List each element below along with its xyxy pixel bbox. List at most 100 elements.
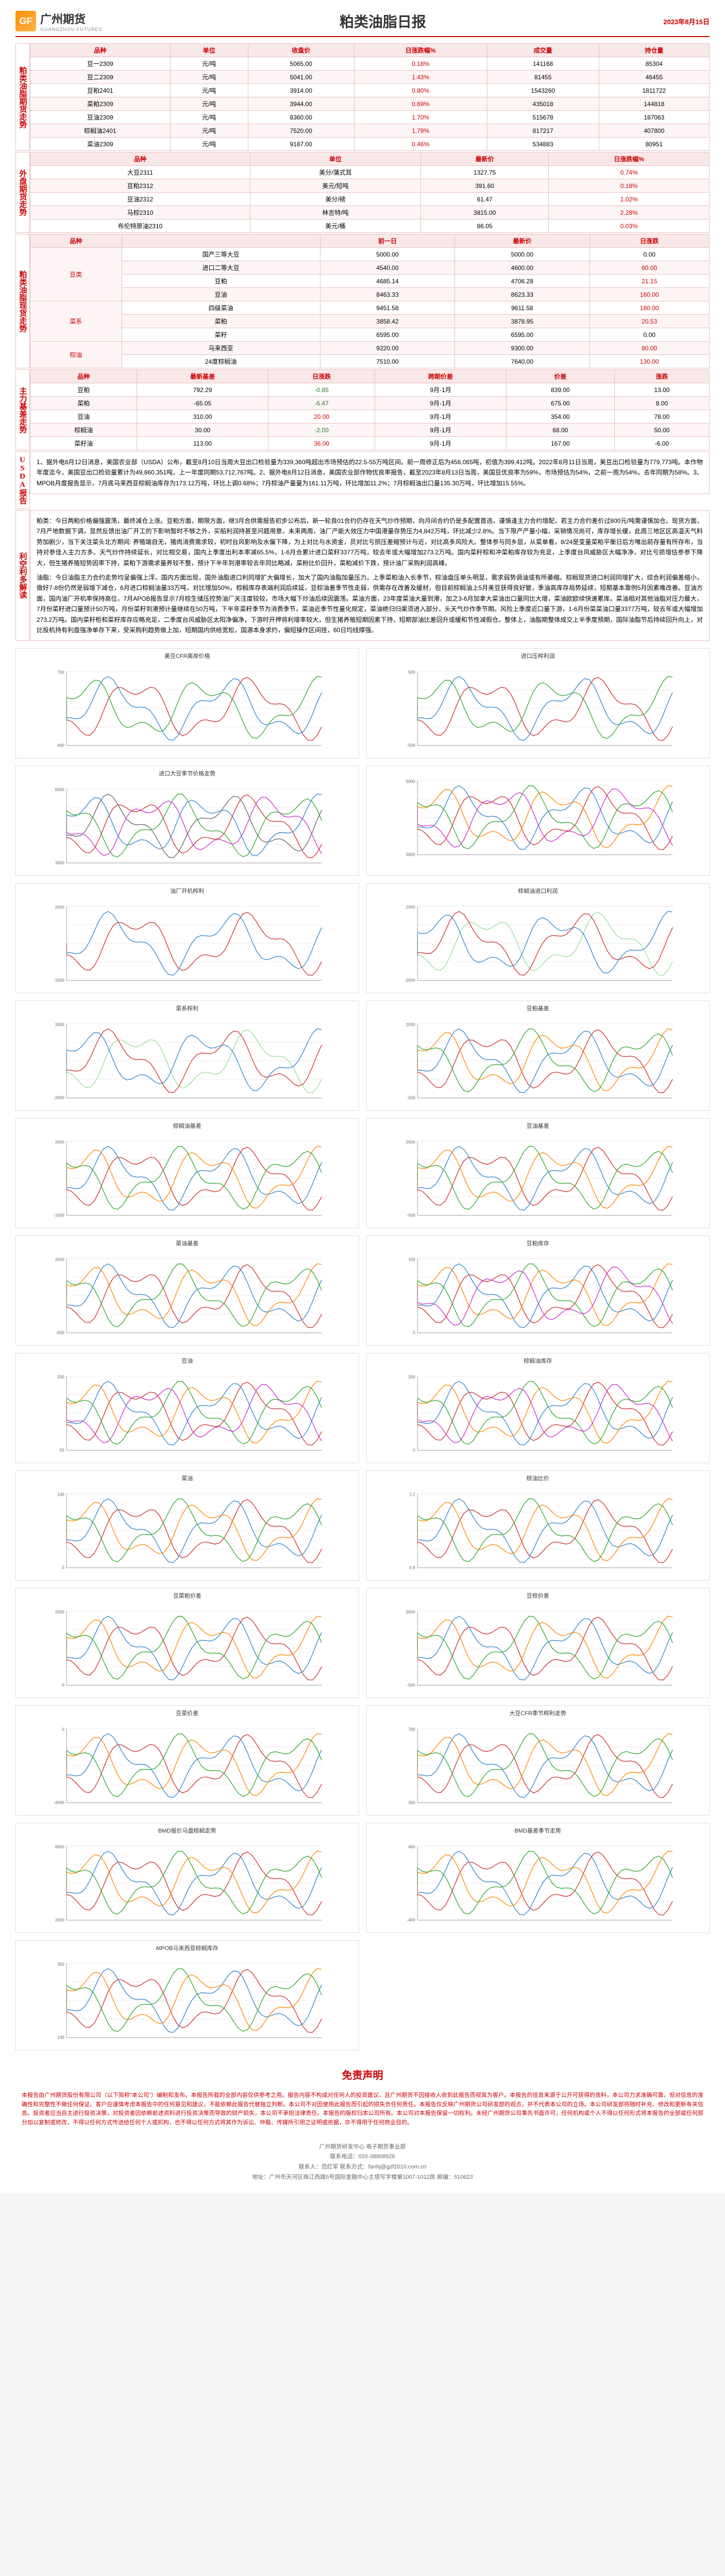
chart-title: BMD基差季节走势 (370, 1826, 706, 1835)
svg-text:6000: 6000 (55, 788, 64, 792)
table-cell: -2.00 (268, 423, 375, 437)
table-row: 豆粕2312美元/短吨391.600.18% (30, 179, 710, 193)
chart-box: BMD报价马盘棕榈走势20008000 (15, 1823, 359, 1933)
chart-svg: -5002500 (370, 1132, 706, 1225)
disclaimer-title: 免责声明 (15, 2067, 710, 2082)
footer-line2: 联系电话：020-38908926 (15, 2152, 710, 2162)
table-header: 品种 (30, 44, 171, 57)
table-cell: 国产三等大豆 (122, 248, 320, 261)
svg-text:2000: 2000 (406, 1023, 415, 1027)
table-cell: 4685.14 (320, 275, 454, 288)
svg-text:8000: 8000 (55, 1845, 64, 1850)
chart-box: 豆油基差-5002500 (366, 1118, 710, 1228)
page-title: 粕类油脂日报 (340, 11, 426, 31)
chart-box: MPOB马来西亚棕榈库存100350 (15, 1940, 359, 2050)
table-cell: 167.00 (506, 437, 614, 450)
svg-text:50: 50 (60, 1448, 64, 1453)
footer-line1: 广州期货研发中心 电子期货事业部 (15, 2142, 710, 2153)
chart-title: 菜系榨利 (19, 1004, 356, 1012)
logo-mark: GF (15, 11, 36, 31)
svg-text:3000: 3000 (55, 861, 64, 866)
table-cell: 1.70% (354, 111, 487, 124)
table-cell: 68.00 (506, 423, 614, 437)
analysis-p1: 粕类：今日两粕价格偏强震荡，最终减仓上涨。豆粕方面，期限方面，继3月合供需报告初… (37, 516, 703, 568)
table-cell: 187063 (599, 111, 709, 124)
chart-svg: 3000 6000 (19, 779, 356, 872)
footer-line3: 联系人：范红军 联系方式：fanhj@gzf2010.com.cn (15, 2162, 710, 2173)
table-cell: 大豆2311 (30, 166, 250, 179)
table-cell: 81455 (487, 71, 599, 84)
svg-text:300: 300 (408, 1801, 415, 1805)
page-root: GF 广州期货 GUANGZHOU FUTURES 粕类油脂日报 2023年8月… (0, 0, 725, 2193)
svg-text:150: 150 (408, 1258, 415, 1262)
table-cell: 78.00 (614, 410, 709, 423)
table-cell: 9611.58 (455, 301, 589, 315)
table-row: 菜粕-65.05-6.479月-1月675.008.00 (30, 397, 710, 410)
table-row: 豆粕792.29-0.859月-1月839.0013.00 (30, 383, 710, 397)
chart-title: 豆粕库存 (370, 1239, 706, 1247)
svg-text:-2000: -2000 (54, 1096, 64, 1100)
chart-svg: -10002000 (19, 1132, 356, 1225)
table-row: 马棕2310林吉特/吨3815.002.28% (30, 206, 710, 219)
table-row: 菜系四级菜油9451.589611.58160.00 (30, 301, 710, 315)
svg-text:350: 350 (57, 1962, 64, 1967)
usda-text: 1、据外电8月12日消息，美国农业部（USDA）公布，截至8月10日当周大豆出口… (30, 451, 710, 494)
chart-title: 大豆CFR季节榨利走势 (370, 1709, 706, 1717)
group-label: 豆类 (30, 248, 122, 301)
table-row: 菜粕3858.423878.9520.53 (30, 315, 710, 328)
chart-svg: -400 400 (370, 1837, 706, 1929)
table-cell: 9月-1月 (375, 410, 506, 423)
table-cell: 马棕2310 (30, 206, 250, 219)
table-cell: 美分/磅 (250, 193, 420, 206)
table-cell: 60.00 (589, 261, 709, 275)
table-cell: 四级菜油 (122, 301, 320, 315)
table-cell: 4600.00 (455, 261, 589, 275)
table-cell: 4706.28 (455, 275, 589, 288)
table-cell: 美分/蒲式耳 (250, 166, 420, 179)
table-cell: 7510.00 (320, 355, 454, 368)
charts-grid: 美豆CFR离岸价格400700进口压榨利润-500500进口大豆季节价格走势30… (15, 642, 710, 2057)
svg-text:400: 400 (57, 743, 64, 748)
svg-text:100: 100 (57, 1493, 64, 1497)
chart-svg: -20003000 (19, 1014, 356, 1107)
section-analysis: 利空利多解读 粕类：今日两粕价格偏强震荡，最终减仓上涨。豆粕方面，期限方面，继3… (15, 510, 710, 641)
table-cell: 3878.95 (455, 315, 589, 328)
table-cell: 豆油 (122, 288, 320, 301)
table-cell: 9月-1月 (375, 383, 506, 397)
chart-title: 棕油比价 (370, 1474, 706, 1482)
svg-text:3000: 3000 (406, 1610, 415, 1615)
table-cell: 8360.00 (248, 111, 354, 124)
section-label-spread: 主力基差走势 (15, 369, 30, 450)
table-cell: 354.00 (506, 410, 614, 423)
section-foreign: 外盘期货走势 品种单位最新价日涨跌幅% 大豆2311美分/蒲式耳1327.750… (15, 152, 710, 233)
svg-text:1.2: 1.2 (409, 1493, 415, 1497)
table-cell: 豆油 (30, 410, 137, 423)
chart-title: 豆粕基差 (370, 1004, 706, 1012)
chart-svg: -40000 (19, 1719, 356, 1812)
table-cell: 8463.33 (320, 288, 454, 301)
table-header: 最新价 (420, 152, 549, 166)
chart-svg: -20002000 (370, 897, 706, 990)
table-header: 日涨跌幅% (549, 152, 710, 166)
table-row: 大豆2311美分/蒲式耳1327.750.74% (30, 166, 710, 179)
table-cell: 元/吨 (170, 71, 248, 84)
table-cell: 元/吨 (170, 57, 248, 71)
table-cell: 839.00 (506, 383, 614, 397)
table-row: 布伦特原油2310美元/桶86.050.03% (30, 219, 710, 233)
table-cell: 391.60 (420, 179, 549, 193)
table-cell: 160.00 (589, 301, 709, 315)
chart-title: 美豆CFR离岸价格 (19, 652, 356, 660)
svg-text:0: 0 (62, 1683, 64, 1688)
table-cell: 2.28% (549, 206, 710, 219)
svg-text:-400: -400 (407, 1918, 415, 1923)
table-cell: 407800 (599, 124, 709, 138)
table-row: 豆油8463.338623.33160.00 (30, 288, 710, 301)
svg-text:-500: -500 (407, 1213, 415, 1218)
table-cell: 菜粕 (122, 315, 320, 328)
svg-text:400: 400 (408, 1845, 415, 1850)
table-cell: 80951 (599, 138, 709, 151)
table-cell: 9月-1月 (375, 437, 506, 450)
group-label: 棕油 (30, 342, 122, 368)
table-row: 进口二等大豆4540.004600.0060.00 (30, 261, 710, 275)
chart-svg: 400700 (19, 662, 356, 755)
